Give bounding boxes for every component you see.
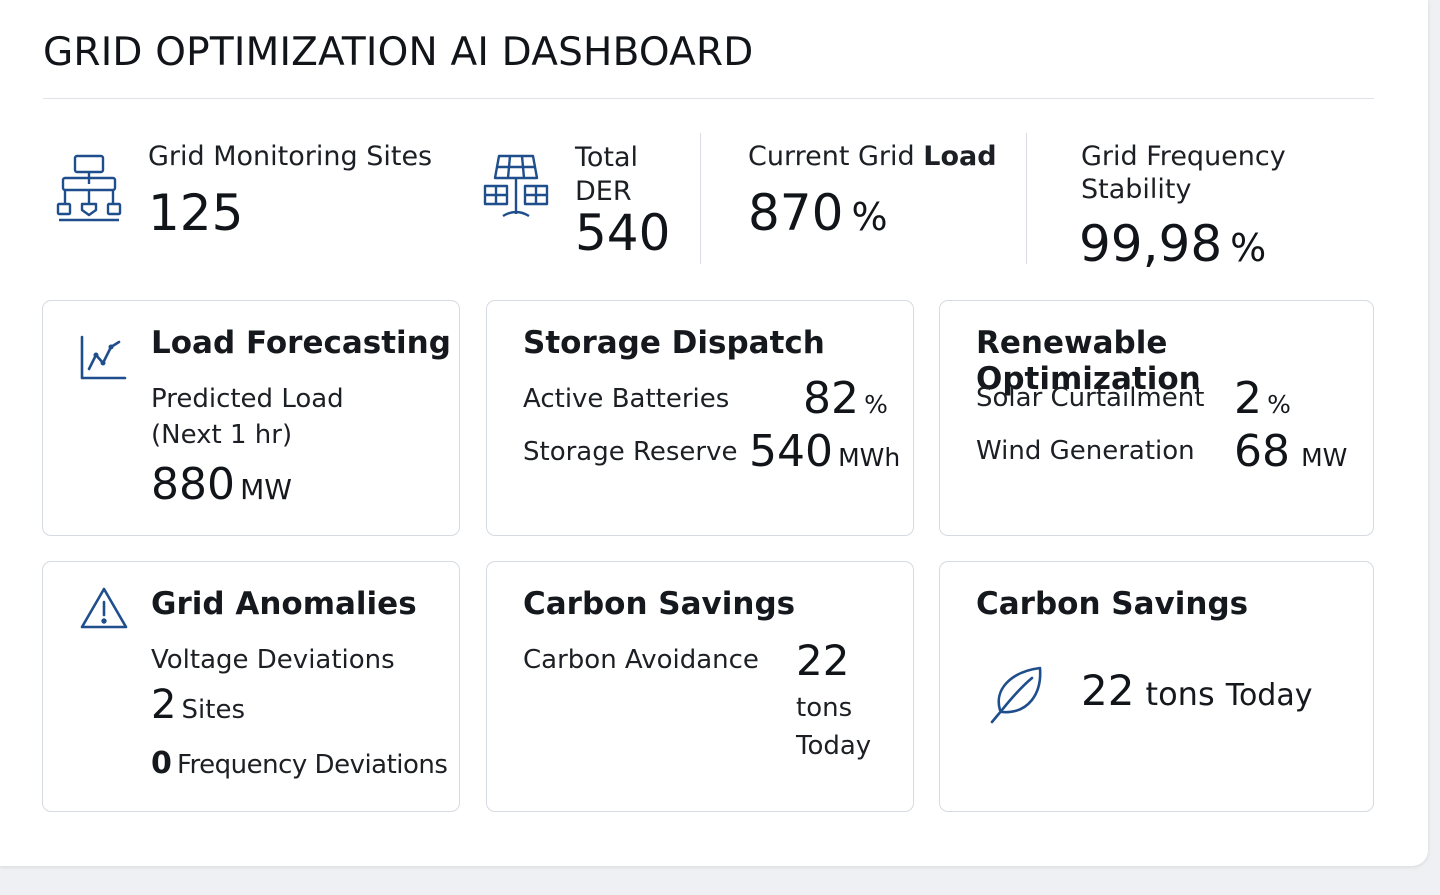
solar-curtailment-value-wrap: 2 % — [1234, 373, 1291, 424]
active-batteries-value-wrap: 82 % — [803, 373, 888, 424]
card-title: Grid Anomalies — [151, 586, 417, 622]
storage-reserve-value: 540 — [749, 426, 833, 477]
stat-load-value-wrap: 870% — [748, 184, 888, 242]
voltage-deviations-value: 2 — [151, 682, 177, 728]
line-chart-icon — [79, 335, 127, 381]
wind-generation-value: 68 — [1234, 426, 1290, 477]
wind-generation-unit: MW — [1301, 443, 1348, 472]
active-batteries-label: Active Batteries — [523, 384, 730, 414]
predicted-load-label: Predicted Load — [151, 384, 344, 414]
stat-frequency-value-wrap: 99,98% — [1079, 215, 1266, 273]
card-title: Load Forecasting — [151, 325, 451, 361]
warning-icon — [79, 586, 129, 630]
hierarchy-icon — [55, 154, 123, 224]
stat-load-unit: % — [851, 195, 888, 239]
card-title: Carbon Savings — [523, 586, 796, 622]
stat-load-label-prefix: Current Grid — [748, 141, 924, 172]
card-carbon-savings[interactable]: Carbon Savings Carbon Avoidance 22 tons … — [486, 561, 914, 812]
card-renewable-optimization[interactable]: Renewable Optimization Solar Curtailment… — [939, 300, 1374, 536]
solar-panel-icon — [483, 152, 551, 222]
carbon-avoidance-period: Today — [796, 731, 872, 761]
stat-der-label-2: DER — [575, 176, 632, 207]
wind-generation-value-wrap: 68 MW — [1234, 426, 1347, 477]
predicted-load-unit: MW — [240, 473, 292, 506]
carbon-avoidance-unit: tons — [796, 693, 853, 723]
storage-reserve-unit: MWh — [838, 443, 901, 472]
card-grid-anomalies[interactable]: Grid Anomalies Voltage Deviations 2 Site… — [42, 561, 460, 812]
solar-curtailment-label: Solar Curtailment — [976, 383, 1205, 413]
voltage-deviations-label: Voltage Deviations — [151, 645, 395, 675]
card-load-forecasting[interactable]: Load Forecasting Predicted Load (Next 1 … — [42, 300, 460, 536]
carbon-savings-unit: tons — [1145, 675, 1215, 713]
solar-curtailment-unit: % — [1267, 390, 1291, 419]
stat-load-label: Current Grid Load — [748, 140, 997, 174]
card-carbon-savings-summary[interactable]: Carbon Savings 22 tons Today — [939, 561, 1374, 812]
frequency-deviations-value: 0 — [151, 746, 172, 781]
stat-frequency-unit: % — [1230, 226, 1267, 270]
stat-load-label-bold: Load — [923, 141, 997, 172]
solar-curtailment-value: 2 — [1234, 373, 1262, 424]
carbon-savings-value: 22 — [1081, 666, 1135, 715]
page-title: GRID OPTIMIZATION AI DASHBOARD — [43, 30, 754, 75]
predicted-load-value-wrap: 880 MW — [151, 459, 292, 510]
frequency-deviations-wrap: 0 Frequency Deviations — [151, 746, 448, 783]
dashboard-panel: GRID OPTIMIZATION AI DASHBOARD Grid Moni… — [0, 0, 1428, 866]
voltage-deviations-value-wrap: 2 Sites — [151, 682, 245, 728]
storage-reserve-value-wrap: 540 MWh — [749, 426, 900, 477]
wind-generation-label: Wind Generation — [976, 436, 1195, 466]
stat-frequency-label-2: Stability — [1081, 174, 1192, 205]
title-divider — [43, 98, 1374, 99]
card-title: Carbon Savings — [976, 586, 1249, 622]
stat-der-value: 540 — [575, 204, 671, 262]
stat-frequency-label-1: Grid Frequency — [1081, 141, 1286, 172]
card-title: Renewable Optimization — [976, 325, 1201, 397]
stat-sites-label: Grid Monitoring Sites — [148, 141, 433, 172]
card-title: Storage Dispatch — [523, 325, 825, 361]
carbon-savings-value-wrap: 22 tons Today — [1081, 666, 1312, 715]
carbon-avoidance-value: 22 — [796, 636, 850, 685]
stat-sites-value: 125 — [148, 184, 244, 242]
predicted-load-window: (Next 1 hr) — [151, 420, 293, 450]
stat-divider — [1026, 133, 1027, 264]
stat-load-value: 870 — [748, 184, 844, 242]
stat-divider — [700, 133, 701, 264]
predicted-load-value: 880 — [151, 459, 235, 510]
stat-der-label-1: Total — [575, 142, 639, 173]
active-batteries-value: 82 — [803, 373, 859, 424]
voltage-deviations-unit: Sites — [181, 695, 246, 725]
leaf-icon — [988, 664, 1046, 724]
carbon-savings-period: Today — [1225, 678, 1313, 713]
frequency-deviations-label: Frequency Deviations — [176, 750, 448, 780]
storage-reserve-label: Storage Reserve — [523, 437, 738, 467]
carbon-avoidance-label: Carbon Avoidance — [523, 645, 759, 675]
card-storage-dispatch[interactable]: Storage Dispatch Active Batteries 82 % S… — [486, 300, 914, 536]
active-batteries-unit: % — [864, 390, 888, 419]
stat-frequency-value: 99,98 — [1079, 215, 1223, 273]
